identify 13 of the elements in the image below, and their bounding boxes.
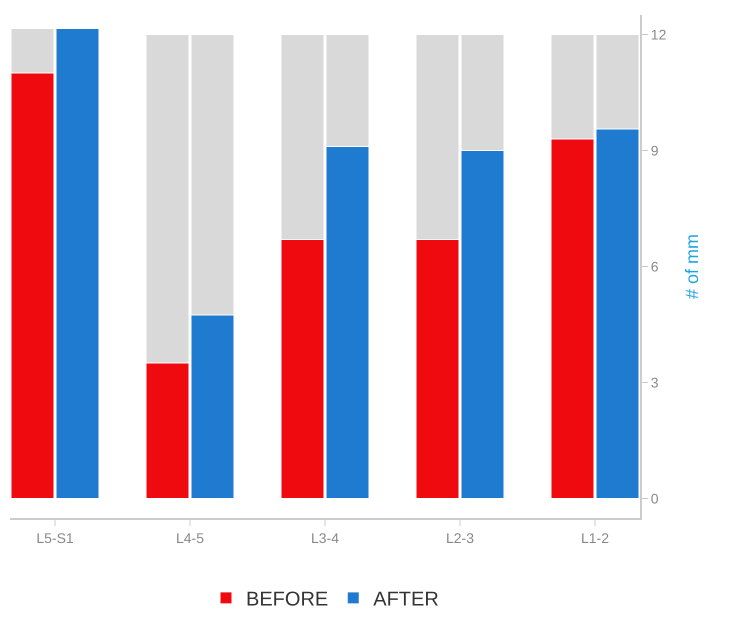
x-tick-label: L5-S1 <box>36 530 74 546</box>
legend-label: AFTER <box>373 588 439 611</box>
y-tick-label: 0 <box>650 490 659 507</box>
x-tick-label: L1-2 <box>580 530 610 546</box>
x-tick-label: L2-3 <box>446 530 474 546</box>
y-tick-label: 9 <box>650 142 659 158</box>
y-tick-label: 3 <box>650 374 659 390</box>
legend-label: BEFORE <box>246 588 328 611</box>
y-tick-label: 12 <box>650 26 667 42</box>
y-tick-label: 6 <box>650 258 659 274</box>
x-tick-label: L3-4 <box>310 530 340 546</box>
x-tick-label: L4-5 <box>176 530 204 546</box>
y-axis-title: # of mm <box>682 234 702 300</box>
